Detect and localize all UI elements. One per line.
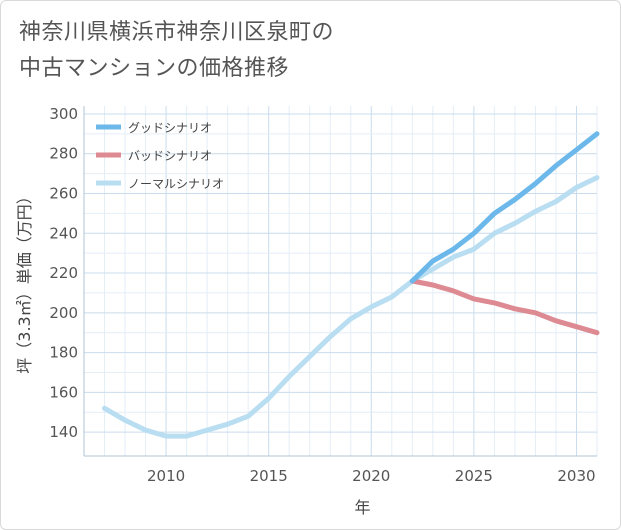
series-line-normal — [102, 175, 600, 439]
plot-area — [84, 106, 597, 456]
legend-good-label: グッドシナリオ — [128, 121, 212, 135]
y-axis-label: 坪（3.3㎡）単価（万円） — [15, 188, 34, 373]
y-tick-label: 260 — [49, 185, 78, 203]
x-tick-label: 2030 — [557, 467, 595, 485]
y-tick-label: 160 — [49, 383, 78, 401]
y-tick-label: 140 — [49, 423, 78, 441]
y-tick-label: 180 — [49, 344, 78, 362]
y-tick-label: 200 — [49, 304, 78, 322]
y-tick-label: 280 — [49, 145, 78, 163]
y-tick-label: 240 — [49, 224, 78, 242]
x-tick-label: 2010 — [147, 467, 185, 485]
x-tick-label: 2020 — [352, 467, 390, 485]
series-line-good — [409, 131, 600, 284]
x-tick-label: 2015 — [250, 467, 288, 485]
legend-normal-label: ノーマルシナリオ — [128, 177, 224, 191]
x-axis-label: 年 — [354, 498, 370, 517]
chart-title: 神奈川県横浜市神奈川区泉町の 中古マンションの価格推移 — [19, 15, 334, 87]
x-tick-label: 2025 — [455, 467, 493, 485]
series-line-bad — [409, 278, 600, 336]
chart-title-line1: 神奈川県横浜市神奈川区泉町の — [19, 20, 335, 45]
y-tick-label: 220 — [49, 264, 78, 282]
legend-bad-label: バッドシナリオ — [128, 149, 212, 163]
y-tick-label: 300 — [49, 105, 78, 123]
chart-title-line2: 中古マンションの価格推移 — [19, 56, 290, 81]
